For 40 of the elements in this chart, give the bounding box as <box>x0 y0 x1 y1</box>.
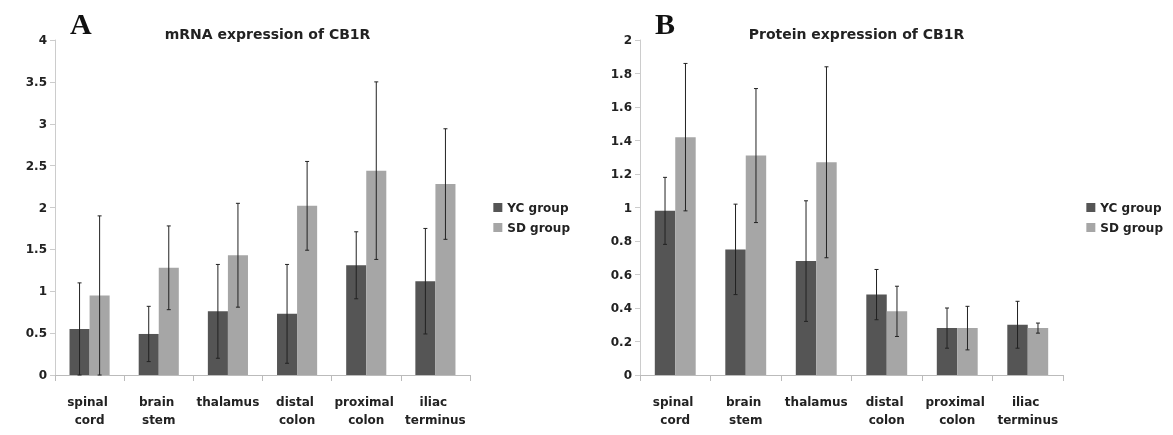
y-tick-label: 0.4 <box>610 301 632 315</box>
y-tick-label: 1.4 <box>610 133 632 148</box>
x-tick-label: thalamus <box>784 395 848 409</box>
x-tick-label: brain stem <box>139 395 179 427</box>
chart-title: Protein expression of CB1R <box>748 26 965 42</box>
x-tick-label: proximal colon <box>925 395 989 427</box>
y-tick-label: 1.8 <box>610 66 632 81</box>
y-tick-label: 1.2 <box>610 167 632 181</box>
y-tick-label: 3.5 <box>25 74 47 89</box>
y-tick-label: 4 <box>38 33 47 47</box>
y-tick-label: 0.2 <box>610 334 632 349</box>
x-tick-label: proximal colon <box>334 395 398 427</box>
y-tick-label: 0.8 <box>610 234 632 248</box>
text: A <box>70 6 92 40</box>
y-tick-label: 0 <box>38 368 47 382</box>
x-tick-label: distal colon <box>865 395 908 427</box>
legend-label: SD group <box>1100 220 1164 235</box>
chart-title: mRNA expression of CB1R <box>164 26 371 42</box>
y-tick-label: 2 <box>623 33 632 47</box>
text: B <box>655 6 676 40</box>
y-tick-label: 1 <box>38 284 47 299</box>
legend-label: YC group <box>1099 200 1162 215</box>
x-tick-label: spinal cord <box>652 395 698 427</box>
y-tick-label: 1.6 <box>610 100 632 114</box>
y-tick-label: 3 <box>38 116 47 131</box>
legend-label: SD group <box>507 220 571 235</box>
x-tick-label: iliac terminus <box>405 395 466 427</box>
x-tick-label: brain stem <box>726 395 766 427</box>
x-tick-label: distal colon <box>276 395 319 427</box>
y-tick-label: 1 <box>623 200 632 215</box>
legend-label: YC group <box>506 200 569 215</box>
x-tick-label: thalamus <box>196 395 260 409</box>
y-tick-label: 0 <box>623 368 632 382</box>
y-tick-label: 0.5 <box>25 326 47 341</box>
x-tick-label: iliac terminus <box>997 395 1059 427</box>
y-tick-label: 0.6 <box>610 267 632 282</box>
y-tick-label: 2 <box>38 200 47 215</box>
y-tick-label: 1.5 <box>25 242 47 257</box>
x-tick-label: spinal cord <box>67 395 112 427</box>
y-tick-label: 2.5 <box>25 158 47 173</box>
